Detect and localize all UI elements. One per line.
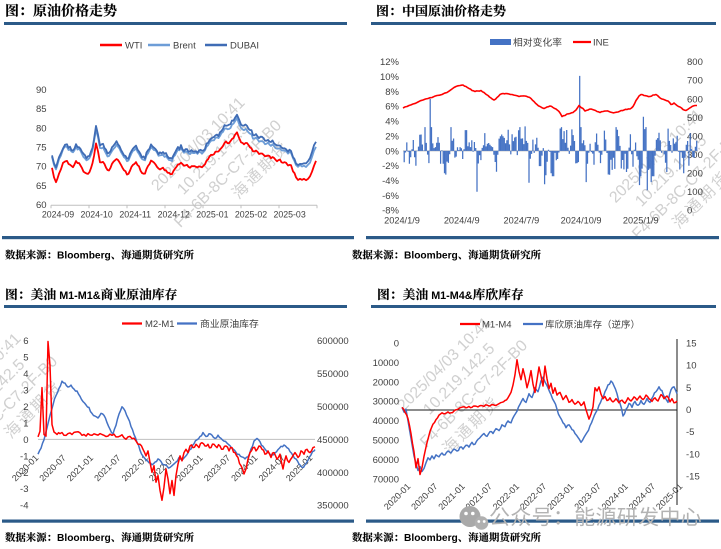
svg-text:-1: -1: [20, 451, 28, 462]
svg-text:2024-12: 2024-12: [158, 210, 190, 220]
svg-text:2022-01: 2022-01: [491, 481, 521, 511]
svg-text:200: 200: [687, 169, 703, 180]
svg-text:2: 2: [23, 402, 28, 413]
svg-text:Bloomberg: Bloomberg: [57, 533, 111, 544]
svg-text:2025-03: 2025-03: [273, 210, 305, 220]
svg-text:Bloomberg: Bloomberg: [404, 251, 458, 262]
svg-text:2024/4/9: 2024/4/9: [444, 216, 480, 226]
svg-text:0: 0: [394, 338, 399, 349]
svg-text:M2-M1: M2-M1: [145, 319, 175, 330]
svg-text:500000: 500000: [317, 402, 349, 413]
svg-text:85: 85: [36, 104, 47, 115]
svg-text:2024-10: 2024-10: [80, 210, 112, 220]
svg-text:-8%: -8%: [382, 206, 399, 217]
svg-text:5: 5: [23, 353, 28, 364]
svg-text:60000: 60000: [373, 455, 399, 466]
svg-text:450000: 450000: [317, 435, 349, 446]
svg-text:-3: -3: [20, 484, 28, 495]
svg-text:-2%: -2%: [382, 161, 399, 172]
svg-text:6%: 6%: [385, 102, 399, 113]
svg-text:-15: -15: [686, 472, 700, 483]
svg-text:2024-01: 2024-01: [600, 481, 630, 511]
svg-text:60: 60: [36, 200, 47, 211]
svg-text:15: 15: [686, 338, 697, 349]
svg-text:Brent: Brent: [173, 40, 196, 51]
svg-text:400: 400: [687, 131, 703, 142]
svg-text:2020-07: 2020-07: [409, 481, 439, 511]
svg-text:500: 500: [687, 113, 703, 124]
svg-text:50000: 50000: [373, 436, 399, 447]
svg-text:0%: 0%: [385, 146, 399, 157]
svg-text:300: 300: [687, 150, 703, 161]
svg-text:600000: 600000: [317, 336, 349, 347]
svg-text:2024-07: 2024-07: [627, 481, 657, 511]
svg-text:2021-07: 2021-07: [92, 453, 122, 483]
svg-text:WTI: WTI: [125, 40, 142, 51]
svg-text:M1-M4&: M1-M4&: [431, 290, 473, 302]
svg-text:-6%: -6%: [382, 191, 399, 202]
svg-text:100: 100: [687, 187, 703, 198]
svg-text:12%: 12%: [380, 57, 400, 68]
svg-text:5: 5: [686, 383, 691, 394]
svg-text:-2: -2: [20, 468, 28, 479]
svg-text:M1-M1&: M1-M1&: [59, 290, 101, 302]
svg-text:Bloomberg: Bloomberg: [404, 533, 458, 544]
svg-text:2025/1/9: 2025/1/9: [623, 216, 659, 226]
svg-text:40000: 40000: [373, 416, 399, 427]
svg-text:2021-01: 2021-01: [436, 481, 466, 511]
svg-text:2025-01: 2025-01: [196, 210, 228, 220]
svg-text:550000: 550000: [317, 369, 349, 380]
svg-text:4%: 4%: [385, 117, 399, 128]
svg-text:800: 800: [687, 57, 703, 68]
svg-text:90: 90: [36, 85, 47, 96]
svg-text:70000: 70000: [373, 474, 399, 485]
svg-text:2025-02: 2025-02: [235, 210, 267, 220]
svg-text:2022-07: 2022-07: [518, 481, 548, 511]
svg-text:4: 4: [23, 369, 28, 380]
svg-text:DUBAI: DUBAI: [230, 40, 259, 51]
svg-text:10: 10: [686, 361, 697, 372]
svg-text:2023-01: 2023-01: [545, 481, 575, 511]
svg-text:M1-M4: M1-M4: [482, 320, 512, 331]
svg-text:-5: -5: [686, 427, 694, 438]
svg-text:2021-01: 2021-01: [65, 453, 95, 483]
svg-text:2%: 2%: [385, 131, 399, 142]
svg-text:1: 1: [23, 418, 28, 429]
svg-text:-10: -10: [686, 449, 700, 460]
svg-text:400000: 400000: [317, 468, 349, 479]
svg-text:0: 0: [687, 206, 692, 217]
svg-text:6: 6: [23, 336, 28, 347]
svg-text:70: 70: [36, 162, 47, 173]
svg-text:65: 65: [36, 181, 47, 192]
svg-text:2024-11: 2024-11: [119, 210, 151, 220]
svg-text:2024/1/9: 2024/1/9: [384, 216, 420, 226]
svg-text:2020-07: 2020-07: [37, 453, 67, 483]
svg-text:10000: 10000: [373, 358, 399, 369]
svg-text:2022-01: 2022-01: [120, 453, 150, 483]
svg-text:INE: INE: [593, 38, 609, 49]
svg-text:80: 80: [36, 123, 47, 134]
svg-text:10%: 10%: [380, 72, 400, 83]
svg-text:3: 3: [23, 385, 28, 396]
svg-text:2024/10/9: 2024/10/9: [561, 216, 602, 226]
svg-text:2024/7/9: 2024/7/9: [504, 216, 540, 226]
svg-text:Bloomberg: Bloomberg: [57, 251, 111, 262]
svg-text:8%: 8%: [385, 87, 399, 98]
svg-text:0: 0: [23, 435, 28, 446]
svg-text:2020-01: 2020-01: [382, 481, 412, 511]
svg-text:-4%: -4%: [382, 176, 399, 187]
svg-text:600: 600: [687, 94, 703, 105]
svg-text:700: 700: [687, 76, 703, 87]
svg-text:0: 0: [686, 405, 691, 416]
svg-text:2024-09: 2024-09: [42, 210, 74, 220]
svg-text:-4: -4: [20, 501, 28, 512]
svg-text:30000: 30000: [373, 397, 399, 408]
svg-text:350000: 350000: [317, 501, 349, 512]
svg-text:2023-07: 2023-07: [202, 453, 232, 483]
svg-text:75: 75: [36, 142, 47, 153]
svg-text:20000: 20000: [373, 377, 399, 388]
